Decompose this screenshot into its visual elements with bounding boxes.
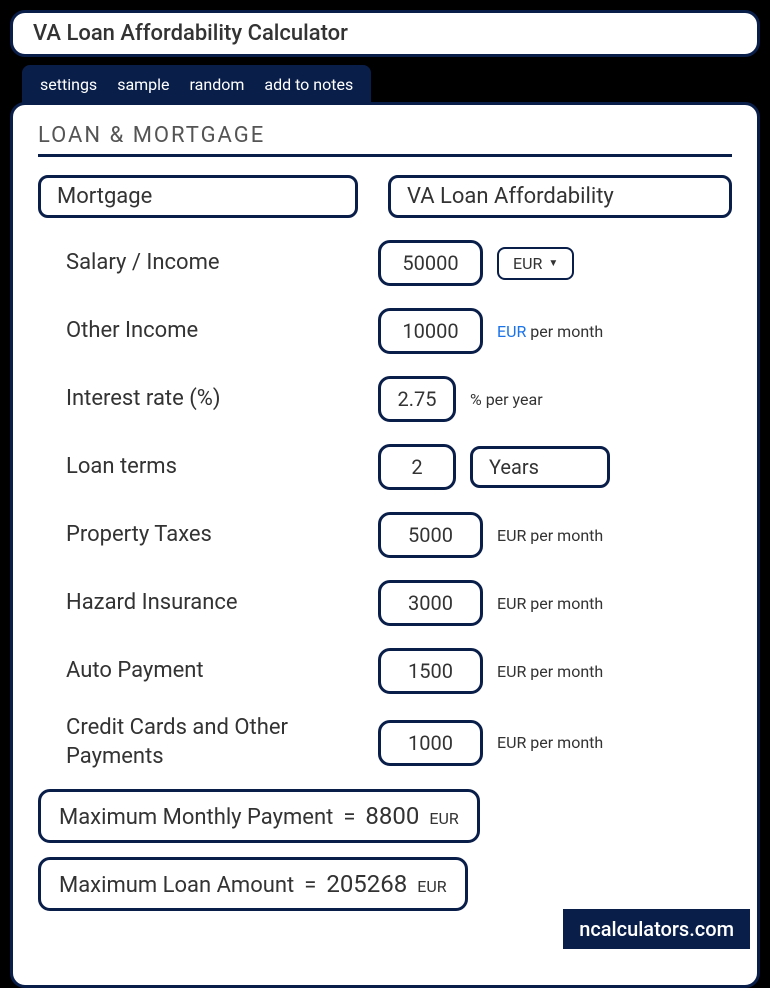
- input-salary[interactable]: 50000: [378, 240, 483, 286]
- unit-auto-payment: EUR per month: [497, 662, 603, 681]
- page-title: VA Loan Affordability Calculator: [33, 21, 737, 46]
- tab-settings[interactable]: settings: [40, 75, 97, 94]
- currency-dropdown[interactable]: EUR ▼: [497, 247, 574, 280]
- watermark: ncalculators.com: [563, 909, 750, 949]
- input-credit-cards[interactable]: 1000: [378, 720, 483, 766]
- input-hazard-insurance[interactable]: 3000: [378, 580, 483, 626]
- row-property-taxes: Property Taxes 5000 EUR per month: [38, 510, 732, 560]
- row-salary: Salary / Income 50000 EUR ▼: [38, 238, 732, 288]
- equals-sign: =: [343, 805, 355, 830]
- tab-random[interactable]: random: [190, 75, 245, 94]
- input-auto-payment[interactable]: 1500: [378, 648, 483, 694]
- result-max-monthly-label: Maximum Monthly Payment: [59, 805, 333, 830]
- unit-other-income: per month: [530, 322, 603, 341]
- result-max-loan-value: 205268: [326, 870, 407, 898]
- unit-hazard-insurance: EUR per month: [497, 594, 603, 613]
- result-max-monthly: Maximum Monthly Payment = 8800 EUR: [38, 789, 480, 843]
- equals-sign: =: [304, 873, 316, 898]
- label-auto-payment: Auto Payment: [38, 657, 378, 686]
- title-box: VA Loan Affordability Calculator: [10, 10, 760, 57]
- result-max-loan: Maximum Loan Amount = 205268 EUR: [38, 857, 468, 911]
- unit-interest-rate: % per year: [470, 390, 543, 409]
- chevron-down-icon: ▼: [548, 258, 558, 269]
- unit-credit-cards: EUR per month: [497, 733, 603, 752]
- result-max-loan-label: Maximum Loan Amount: [59, 873, 294, 898]
- currency-link[interactable]: EUR: [497, 322, 526, 341]
- input-interest-rate[interactable]: 2.75: [378, 376, 456, 422]
- row-hazard-insurance: Hazard Insurance 3000 EUR per month: [38, 578, 732, 628]
- result-max-monthly-value: 8800: [365, 802, 419, 830]
- tabs-bar: settings sample random add to notes: [22, 65, 371, 104]
- input-loan-terms[interactable]: 2: [378, 444, 456, 490]
- row-loan-terms: Loan terms 2 Years: [38, 442, 732, 492]
- input-other-income[interactable]: 10000: [378, 308, 483, 354]
- label-property-taxes: Property Taxes: [38, 521, 378, 550]
- label-other-income: Other Income: [38, 317, 378, 346]
- row-other-income: Other Income 10000 EUR per month: [38, 306, 732, 356]
- tab-add-to-notes[interactable]: add to notes: [264, 75, 353, 94]
- input-property-taxes[interactable]: 5000: [378, 512, 483, 558]
- row-interest-rate: Interest rate (%) 2.75 % per year: [38, 374, 732, 424]
- columns-header: Mortgage VA Loan Affordability: [38, 175, 732, 218]
- label-salary: Salary / Income: [38, 249, 378, 278]
- tab-sample[interactable]: sample: [117, 75, 169, 94]
- unit-property-taxes: EUR per month: [497, 526, 603, 545]
- column-mortgage[interactable]: Mortgage: [38, 175, 358, 218]
- label-hazard-insurance: Hazard Insurance: [38, 589, 378, 618]
- row-auto-payment: Auto Payment 1500 EUR per month: [38, 646, 732, 696]
- currency-label: EUR: [513, 254, 542, 273]
- label-credit-cards: Credit Cards and Other Payments: [38, 714, 378, 771]
- main-panel: LOAN & MORTGAGE Mortgage VA Loan Afforda…: [10, 102, 760, 988]
- section-header: LOAN & MORTGAGE: [38, 123, 732, 157]
- loan-terms-unit-select[interactable]: Years: [470, 446, 610, 488]
- label-interest-rate: Interest rate (%): [38, 385, 378, 414]
- label-loan-terms: Loan terms: [38, 453, 378, 482]
- column-va-loan[interactable]: VA Loan Affordability: [388, 175, 732, 218]
- row-credit-cards: Credit Cards and Other Payments 1000 EUR…: [38, 714, 732, 771]
- result-max-monthly-unit: EUR: [429, 809, 458, 828]
- result-max-loan-unit: EUR: [417, 877, 446, 896]
